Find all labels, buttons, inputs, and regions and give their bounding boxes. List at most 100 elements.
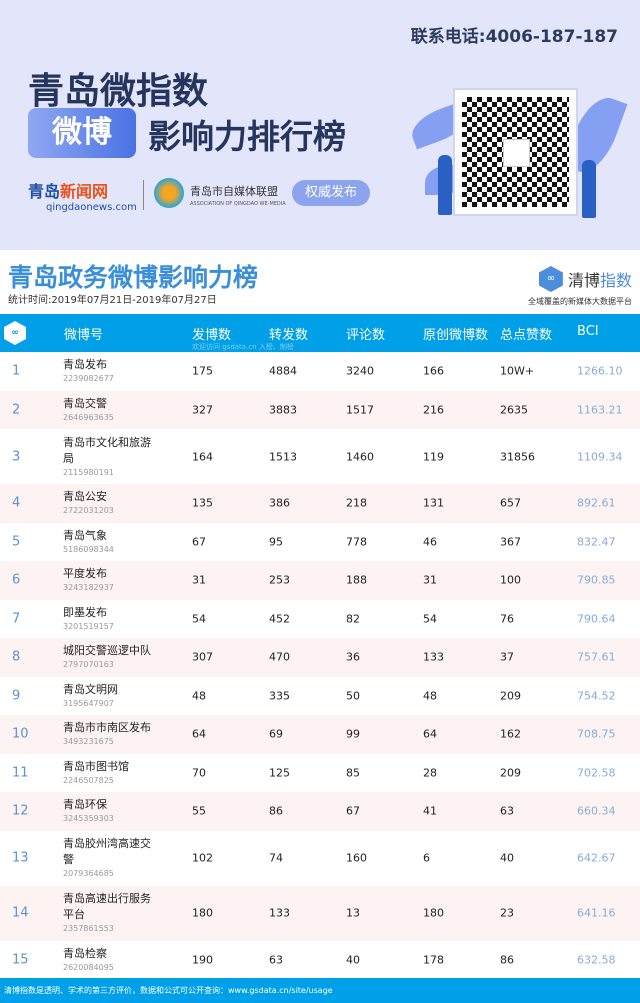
account[interactable]: 平度发布 3243182937	[63, 566, 158, 594]
account[interactable]: 青岛市图书馆 2246507825	[63, 759, 158, 787]
cell-posts: 135	[192, 496, 213, 510]
table-row: 12 青岛环保 3245359303 55 86 67 41 63 660.34	[0, 792, 640, 831]
table-row: 6 平度发布 3243182937 31 253 188 31 100 790.85	[0, 561, 640, 600]
cell-likes: 209	[500, 689, 521, 703]
cell-bci: 642.67	[577, 851, 616, 865]
account[interactable]: 青岛发布 2239082677	[63, 357, 158, 385]
account[interactable]: 青岛市市南区发布 3493231675	[63, 720, 158, 748]
account-id: 2079364685	[63, 869, 114, 878]
cell-comments: 778	[346, 535, 367, 549]
cell-likes: 657	[500, 496, 521, 510]
stat-period: 统计时间:2019年07月21日-2019年07月27日	[8, 295, 217, 306]
cell-original: 46	[423, 535, 437, 549]
account-name[interactable]: 青岛市文化和旅游局	[63, 435, 151, 465]
table-header: ∞ 微博号 发博数 转发数 评论数 原创微博数 总点赞数 BCI 欢迎访问 gs…	[0, 314, 640, 352]
cell-posts: 64	[192, 727, 206, 741]
account-name[interactable]: 青岛环保	[63, 798, 107, 812]
cell-bci: 892.61	[577, 496, 616, 510]
cell-comments: 40	[346, 953, 360, 967]
cell-comments: 99	[346, 727, 360, 741]
qingdaonews-logo: 青岛新闻网 qingdaonews.com	[28, 178, 137, 213]
account[interactable]: 青岛公安 2722031203	[63, 489, 158, 517]
brand-name-accent: 指数	[599, 271, 632, 290]
account-id: 2797070163	[63, 660, 114, 670]
account-id: 3245359303	[63, 814, 114, 824]
cell-posts: 180	[192, 906, 213, 920]
table-row: 8 城阳交警巡逻中队 2797070163 307 470 36 133 37 757.61	[0, 638, 640, 677]
account-id: 2620084095	[63, 962, 114, 972]
rank: 7	[12, 611, 21, 627]
cell-likes: 76	[500, 612, 514, 626]
account-id: 3195647907	[63, 698, 114, 708]
table-row: 3 青岛市文化和旅游局 2115980191 164 1513 1460 119 31856…	[0, 429, 640, 484]
cell-reposts: 74	[269, 851, 283, 865]
account[interactable]: 青岛胶州湾高速交警 2079364685	[63, 836, 158, 880]
association-cn: 青岛市自媒体联盟	[190, 185, 278, 198]
account[interactable]: 青岛高速出行服务平台 2357861553	[63, 891, 158, 935]
banner: 联系电话:4006-187-187 青岛微指数 微博 影响力排行榜 青岛新闻网 …	[0, 0, 640, 250]
account-name[interactable]: 青岛公安	[63, 490, 107, 504]
cell-bci: 757.61	[577, 650, 616, 664]
account[interactable]: 青岛交警 2646963635	[63, 396, 158, 424]
account-name[interactable]: 青岛发布	[63, 358, 107, 372]
account-id: 3201519157	[63, 621, 114, 631]
account[interactable]: 青岛文明网 3195647907	[63, 682, 158, 710]
cell-original: 133	[423, 650, 444, 664]
logo-text: 青岛	[28, 182, 61, 201]
logo-url: qingdaonews.com	[46, 202, 137, 213]
account-name[interactable]: 青岛气象	[63, 528, 107, 542]
cell-bci: 1266.10	[577, 364, 623, 378]
table-row: 4 青岛公安 2722031203 135 386 218 131 657 892.61	[0, 484, 640, 523]
account[interactable]: 青岛环保 3245359303	[63, 797, 158, 825]
cell-original: 180	[423, 906, 444, 920]
cell-likes: 2635	[500, 403, 528, 417]
account-name[interactable]: 青岛市市南区发布	[63, 721, 151, 735]
cell-comments: 188	[346, 573, 367, 587]
account-name[interactable]: 青岛胶州湾高速交警	[63, 837, 151, 866]
rank: 1	[12, 363, 21, 379]
account[interactable]: 城阳交警巡逻中队 2797070163	[63, 643, 158, 671]
cell-comments: 218	[346, 496, 367, 510]
cell-comments: 85	[346, 766, 360, 780]
account[interactable]: 青岛市文化和旅游局 2115980191	[63, 435, 158, 479]
cell-original: 166	[423, 364, 444, 378]
account-name[interactable]: 青岛检察	[63, 946, 107, 960]
cell-bci: 641.16	[577, 906, 616, 920]
weibo-badge: 微博	[28, 108, 136, 158]
rank: 15	[12, 952, 29, 968]
account-id: 2646963635	[63, 412, 114, 422]
cell-original: 216	[423, 403, 444, 417]
gsdata-logo: ∞ 清博指数 全域覆盖的新媒体大数据平台	[528, 266, 632, 307]
cell-reposts: 4884	[269, 364, 297, 378]
cell-bci: 1109.34	[577, 450, 623, 463]
rank: 3	[12, 449, 21, 464]
cell-comments: 13	[346, 906, 360, 920]
col-comments: 评论数	[346, 328, 386, 343]
infinity-icon: ∞	[4, 321, 26, 345]
account-id: 3493231675	[63, 737, 114, 747]
table-row: 1 青岛发布 2239082677 175 4884 3240 166 10W+ 1266.1…	[0, 352, 640, 391]
cell-posts: 190	[192, 953, 213, 967]
account-name[interactable]: 青岛文明网	[63, 682, 118, 696]
account-name[interactable]: 青岛高速出行服务平台	[63, 892, 151, 921]
cell-original: 48	[423, 689, 437, 703]
account[interactable]: 即墨发布 3201519157	[63, 605, 158, 633]
account[interactable]: 青岛检察 2620084095	[63, 946, 158, 974]
cell-bci: 632.58	[577, 953, 616, 967]
rank: 5	[12, 534, 21, 550]
table-row: 13 青岛胶州湾高速交警 2079364685 102 74 160 6 40 642.67	[0, 831, 640, 886]
account-name[interactable]: 城阳交警巡逻中队	[63, 644, 151, 658]
cell-reposts: 1513	[269, 450, 297, 463]
account-name[interactable]: 平度发布	[63, 567, 107, 581]
account-name[interactable]: 即墨发布	[63, 605, 107, 619]
account[interactable]: 青岛气象 5186098344	[63, 528, 158, 556]
account-name[interactable]: 青岛市图书馆	[63, 759, 129, 773]
cell-comments: 67	[346, 804, 360, 818]
table-row: 11 青岛市图书馆 2246507825 70 125 85 28 209 702.58	[0, 754, 640, 793]
cell-original: 31	[423, 573, 437, 587]
account-name[interactable]: 青岛交警	[63, 396, 107, 410]
rank: 13	[12, 850, 29, 866]
rank: 11	[12, 765, 29, 781]
cell-posts: 67	[192, 535, 206, 549]
cell-original: 178	[423, 953, 444, 967]
